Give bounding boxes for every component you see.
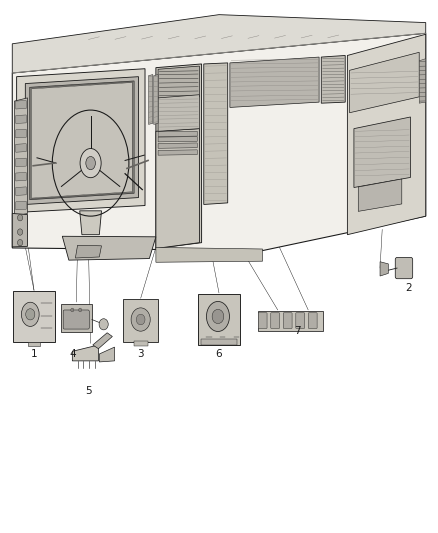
Polygon shape	[148, 75, 153, 124]
Polygon shape	[16, 115, 26, 124]
Polygon shape	[380, 262, 389, 276]
Circle shape	[136, 314, 145, 325]
Circle shape	[18, 215, 23, 221]
FancyBboxPatch shape	[395, 257, 413, 279]
Text: 2: 2	[405, 284, 412, 294]
Ellipse shape	[80, 149, 101, 177]
FancyBboxPatch shape	[283, 313, 292, 328]
Polygon shape	[13, 292, 55, 342]
Polygon shape	[16, 144, 26, 152]
Polygon shape	[419, 59, 426, 103]
Polygon shape	[16, 158, 26, 167]
FancyBboxPatch shape	[296, 313, 304, 328]
Polygon shape	[358, 179, 402, 212]
Ellipse shape	[21, 302, 39, 326]
Polygon shape	[16, 187, 26, 196]
Polygon shape	[62, 236, 156, 260]
Polygon shape	[347, 34, 426, 235]
Polygon shape	[75, 245, 102, 258]
Polygon shape	[16, 201, 26, 210]
Polygon shape	[158, 131, 197, 136]
Ellipse shape	[86, 157, 95, 169]
Circle shape	[26, 309, 35, 320]
Circle shape	[71, 308, 74, 312]
Polygon shape	[354, 117, 410, 188]
Text: 5: 5	[85, 386, 92, 396]
Polygon shape	[12, 33, 426, 251]
Polygon shape	[72, 345, 99, 361]
FancyBboxPatch shape	[63, 310, 89, 329]
FancyBboxPatch shape	[28, 342, 40, 346]
Polygon shape	[123, 300, 158, 342]
FancyBboxPatch shape	[201, 338, 237, 345]
Polygon shape	[12, 214, 28, 247]
Polygon shape	[12, 14, 426, 73]
Circle shape	[99, 319, 108, 330]
Polygon shape	[158, 95, 199, 131]
Polygon shape	[14, 98, 28, 216]
Text: 7: 7	[294, 326, 300, 336]
Circle shape	[131, 308, 150, 331]
Circle shape	[78, 308, 82, 312]
Text: 4: 4	[70, 349, 77, 359]
FancyBboxPatch shape	[134, 341, 148, 346]
Polygon shape	[93, 333, 113, 349]
Polygon shape	[258, 311, 323, 330]
Ellipse shape	[206, 302, 230, 332]
Polygon shape	[350, 52, 419, 113]
Polygon shape	[25, 77, 138, 205]
Polygon shape	[16, 173, 26, 181]
Polygon shape	[17, 69, 145, 213]
Polygon shape	[158, 150, 197, 155]
Polygon shape	[156, 64, 201, 248]
Polygon shape	[154, 75, 158, 124]
Polygon shape	[80, 211, 102, 235]
Polygon shape	[16, 101, 26, 109]
Polygon shape	[156, 128, 199, 248]
FancyBboxPatch shape	[308, 313, 317, 328]
Text: 3: 3	[138, 349, 144, 359]
Polygon shape	[230, 57, 319, 108]
Polygon shape	[158, 143, 197, 148]
Polygon shape	[156, 247, 262, 262]
Circle shape	[18, 229, 23, 235]
Text: 6: 6	[215, 349, 223, 359]
Polygon shape	[198, 294, 240, 345]
Polygon shape	[99, 347, 115, 362]
Polygon shape	[30, 81, 134, 200]
Polygon shape	[204, 63, 228, 205]
Polygon shape	[158, 66, 199, 100]
FancyBboxPatch shape	[271, 313, 279, 328]
Circle shape	[212, 309, 224, 324]
Polygon shape	[158, 136, 197, 142]
Polygon shape	[16, 130, 26, 138]
Text: 1: 1	[31, 349, 37, 359]
Polygon shape	[321, 55, 345, 103]
FancyBboxPatch shape	[258, 313, 267, 328]
Circle shape	[18, 239, 23, 246]
Polygon shape	[60, 304, 92, 332]
